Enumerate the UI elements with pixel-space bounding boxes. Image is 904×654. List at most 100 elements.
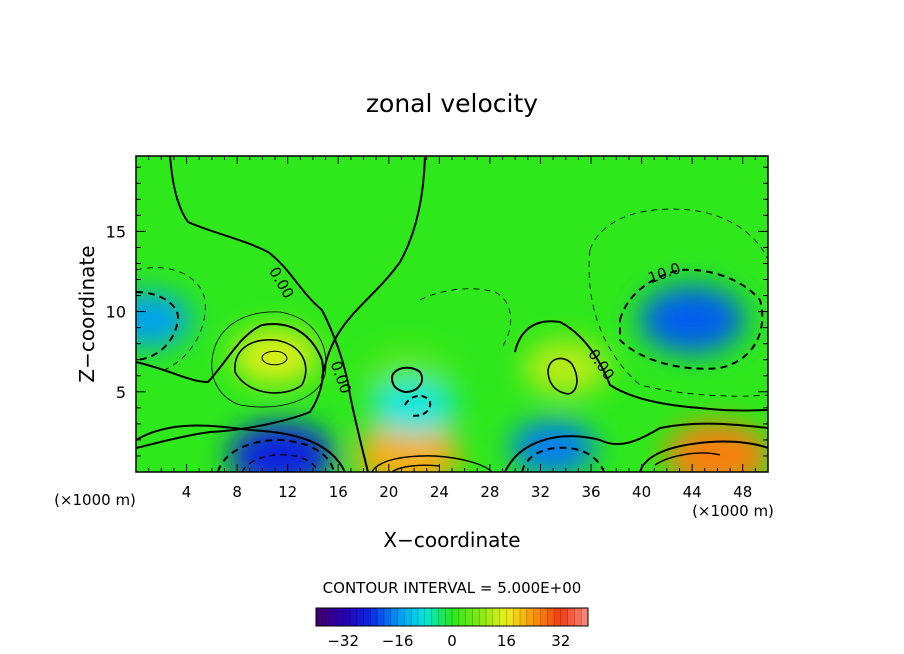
field-blob-3 — [355, 422, 461, 472]
thin-contour-mid — [419, 288, 512, 351]
colorbar-cell — [506, 608, 514, 626]
x-axis-label: X−coordinate — [383, 528, 520, 552]
x-tick-label: 20 — [379, 483, 398, 501]
colorbar-cell — [411, 608, 419, 626]
zero-contour-upper — [321, 156, 426, 379]
colorbar-frame — [315, 607, 589, 627]
colorbar-tick-label: 32 — [551, 632, 570, 650]
colorbar-cell — [322, 608, 331, 626]
x-tick-label: 16 — [329, 483, 348, 501]
field-blob-1 — [228, 422, 334, 472]
cold-contour-right — [619, 268, 764, 370]
colorbar-tick-label: −32 — [327, 632, 359, 650]
colorbar-cell — [370, 608, 378, 626]
colorbar-cell — [472, 608, 480, 626]
y-axis-ticks: 5 10 15 — [106, 166, 768, 457]
field-blob-2 — [136, 292, 192, 347]
x-unit-left: (×1000 m) — [54, 491, 136, 509]
colorbar-cell — [499, 608, 507, 626]
colorbar-cell — [404, 608, 412, 626]
cold-contour-small — [404, 394, 432, 417]
colorbar-cell — [390, 608, 399, 626]
x-tick-label: 32 — [531, 483, 550, 501]
warm-contour-bottom-mid — [371, 455, 493, 472]
colorbar-cell — [492, 608, 501, 626]
colorbar-cell — [520, 608, 528, 626]
colorbar-cell — [554, 608, 562, 626]
colorbar-ticks: −32 −16 0 16 32 — [327, 632, 570, 650]
x-tick-label: 24 — [430, 483, 449, 501]
colorbar — [315, 607, 589, 627]
field-blob-6 — [639, 286, 745, 354]
cold-contour-left-outer — [136, 267, 206, 373]
colorbar-cell — [581, 608, 589, 626]
colorbar-cell — [513, 608, 521, 626]
colorbar-cell — [431, 608, 439, 626]
colorbar-cell — [424, 608, 433, 626]
colorbar-tick-label: 16 — [497, 632, 516, 650]
colorbar-cell — [350, 608, 358, 626]
field-blob-7 — [664, 422, 768, 472]
zero-contour-left — [169, 156, 369, 472]
chart-title: zonal velocity — [366, 89, 538, 118]
field-blobs — [136, 286, 768, 472]
colorbar-cell — [363, 608, 371, 626]
colorbar-cell — [343, 608, 351, 626]
colorbar-cell — [465, 608, 473, 626]
colorbar-cell — [533, 608, 541, 626]
warm-contour-bottom-right-core — [654, 452, 721, 466]
warm-contour-left-outer — [211, 311, 327, 408]
contour-lines — [136, 156, 768, 472]
warm-contour-right — [547, 357, 578, 395]
zero-contour-mid — [136, 323, 324, 449]
warm-contour-left — [234, 339, 307, 394]
cold-contour-bottom-left-2 — [241, 453, 319, 472]
x-unit-right: (×1000 m) — [692, 502, 774, 520]
x-tick-label: 48 — [733, 483, 752, 501]
colorbar-cell — [547, 608, 555, 626]
colorbar-cell — [356, 608, 365, 626]
zero-contour-bottom — [136, 422, 768, 472]
warm-contour-bottom-right — [639, 440, 768, 472]
x-tick-label: 36 — [581, 483, 600, 501]
x-tick-label: 12 — [278, 483, 297, 501]
y-tick-label: 10 — [106, 303, 126, 322]
x-tick-label: 8 — [232, 483, 242, 501]
warm-contour-left-core — [261, 350, 288, 366]
field-blob-4 — [510, 420, 596, 472]
colorbar-cell — [384, 608, 392, 626]
colorbar-cell — [336, 608, 344, 626]
x-tick-label: 40 — [632, 483, 651, 501]
zero-contour-right — [514, 320, 768, 412]
field-blob-9 — [371, 380, 457, 436]
y-tick-label: 15 — [106, 222, 126, 241]
colorbar-cell — [445, 608, 453, 626]
colorbar-tick-label: 0 — [447, 632, 457, 650]
cold-contour-right-outer — [588, 208, 768, 397]
y-axis-label: Z−coordinate — [75, 245, 99, 382]
field-blob-5 — [523, 340, 609, 395]
colorbar-cell — [438, 608, 446, 626]
contour-interval-text: CONTOUR INTERVAL = 5.000E+00 — [323, 579, 582, 597]
colorbar-cell — [560, 608, 569, 626]
warm-contour-small — [390, 366, 424, 394]
colorbar-cell — [567, 608, 575, 626]
x-axis-ticks: 4 8 12 16 20 24 28 32 36 40 44 48 — [148, 156, 756, 501]
cold-contour-bottom-right — [521, 446, 605, 472]
colorbar-cell — [377, 608, 385, 626]
x-tick-label: 28 — [480, 483, 499, 501]
colorbar-cell — [452, 608, 460, 626]
cold-contour-left — [136, 291, 180, 361]
colorbar-cell — [574, 608, 582, 626]
colorbar-cell — [540, 608, 548, 626]
cold-contour-bottom-left — [217, 438, 335, 472]
y-tick-label: 5 — [116, 383, 126, 402]
colorbar-cell — [418, 608, 426, 626]
x-tick-label: 44 — [683, 483, 702, 501]
warm-contour-bottom-mid-core — [391, 464, 441, 472]
colorbar-cell — [458, 608, 467, 626]
colorbar-cell — [486, 608, 494, 626]
colorbar-cell — [526, 608, 535, 626]
